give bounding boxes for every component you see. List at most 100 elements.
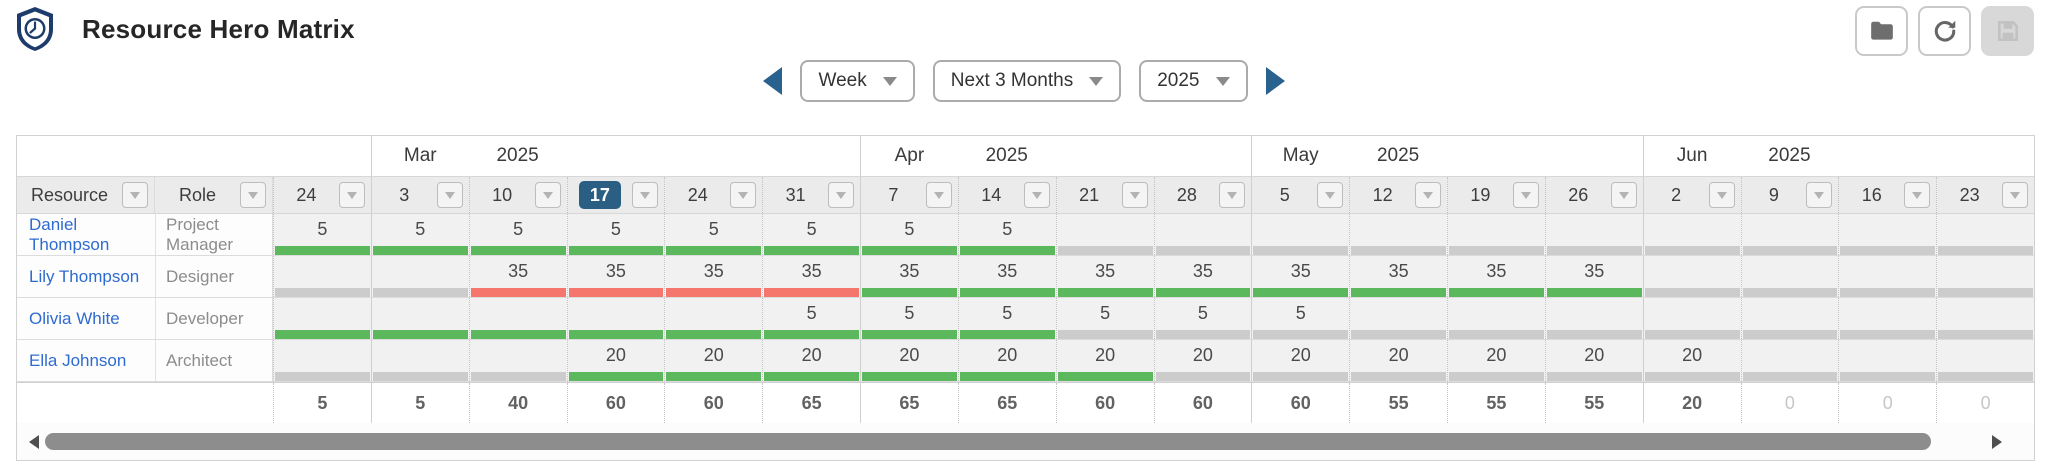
filter-button[interactable] — [730, 182, 757, 208]
allocation-cell[interactable] — [1838, 256, 1937, 297]
filter-button[interactable] — [338, 182, 365, 208]
filter-button[interactable] — [1415, 182, 1441, 208]
save-button[interactable] — [1981, 6, 2034, 56]
allocation-cell[interactable]: 5 — [860, 214, 958, 255]
allocation-cell[interactable]: 5 — [1251, 298, 1350, 339]
allocation-cell[interactable] — [1838, 340, 1937, 381]
open-folder-button[interactable] — [1855, 6, 1908, 56]
allocation-cell[interactable]: 20 — [1251, 340, 1350, 381]
allocation-cell[interactable] — [1838, 214, 1937, 255]
allocation-cell[interactable]: 20 — [664, 340, 763, 381]
resource-link[interactable]: Daniel Thompson — [29, 214, 110, 254]
allocation-cell[interactable]: 35 — [1349, 256, 1447, 297]
allocation-cell[interactable]: 5 — [1055, 298, 1154, 339]
allocation-cell[interactable] — [566, 298, 665, 339]
allocation-cell[interactable] — [273, 340, 371, 381]
resource-link[interactable]: Lily Thompson — [29, 266, 140, 286]
allocation-cell[interactable]: 5 — [273, 214, 371, 255]
filter-button[interactable] — [1219, 182, 1246, 208]
scroll-right-icon[interactable] — [1992, 435, 2002, 449]
allocation-cell[interactable]: 5 — [762, 214, 860, 255]
allocation-cell[interactable]: 5 — [957, 214, 1056, 255]
allocation-cell[interactable]: 35 — [860, 256, 958, 297]
allocation-cell[interactable]: 5 — [664, 214, 763, 255]
allocation-cell[interactable]: 35 — [1055, 256, 1154, 297]
filter-button[interactable] — [1023, 182, 1050, 208]
allocation-cell[interactable]: 20 — [566, 340, 665, 381]
allocation-cell[interactable]: 5 — [1153, 298, 1252, 339]
allocation-cell[interactable]: 20 — [860, 340, 958, 381]
previous-period-button[interactable] — [763, 67, 783, 95]
allocation-cell[interactable]: 5 — [468, 214, 567, 255]
allocation-cell[interactable] — [1642, 298, 1741, 339]
allocation-cell[interactable] — [1055, 214, 1154, 255]
allocation-cell[interactable]: 20 — [1447, 340, 1545, 381]
allocation-cell[interactable] — [1349, 298, 1447, 339]
allocation-cell[interactable]: 35 — [664, 256, 763, 297]
filter-button[interactable] — [1610, 182, 1637, 208]
resource-link[interactable]: Ella Johnson — [29, 350, 127, 370]
filter-button[interactable] — [534, 182, 561, 208]
allocation-cell[interactable]: 5 — [370, 214, 469, 255]
allocation-cell[interactable] — [370, 340, 469, 381]
allocation-cell[interactable]: 5 — [762, 298, 860, 339]
allocation-cell[interactable] — [1349, 214, 1447, 255]
allocation-cell[interactable]: 35 — [566, 256, 665, 297]
allocation-cell[interactable] — [664, 298, 763, 339]
allocation-cell[interactable] — [1936, 214, 2034, 255]
filter-button[interactable] — [122, 182, 148, 208]
allocation-cell[interactable] — [370, 298, 469, 339]
allocation-cell[interactable] — [1642, 256, 1741, 297]
allocation-cell[interactable] — [1838, 298, 1937, 339]
allocation-cell[interactable] — [273, 256, 371, 297]
allocation-cell[interactable] — [1544, 214, 1643, 255]
view-mode-select[interactable]: Week — [800, 60, 915, 102]
allocation-cell[interactable] — [1936, 298, 2034, 339]
scrollbar-thumb[interactable] — [45, 433, 1931, 450]
scroll-left-icon[interactable] — [29, 435, 39, 449]
allocation-cell[interactable] — [1447, 214, 1545, 255]
filter-button[interactable] — [2002, 182, 2028, 208]
allocation-cell[interactable]: 35 — [468, 256, 567, 297]
allocation-cell[interactable] — [273, 298, 371, 339]
allocation-cell[interactable] — [1544, 298, 1643, 339]
allocation-cell[interactable]: 35 — [1447, 256, 1545, 297]
allocation-cell[interactable]: 35 — [1251, 256, 1350, 297]
allocation-cell[interactable]: 35 — [1153, 256, 1252, 297]
filter-button[interactable] — [436, 182, 463, 208]
allocation-cell[interactable]: 20 — [1349, 340, 1447, 381]
allocation-cell[interactable]: 35 — [957, 256, 1056, 297]
filter-button[interactable] — [1708, 182, 1735, 208]
allocation-cell[interactable] — [468, 340, 567, 381]
resource-link[interactable]: Olivia White — [29, 308, 120, 328]
allocation-cell[interactable]: 20 — [762, 340, 860, 381]
filter-button[interactable] — [632, 182, 659, 208]
allocation-cell[interactable] — [1936, 256, 2034, 297]
filter-button[interactable] — [1121, 182, 1148, 208]
allocation-cell[interactable]: 20 — [1544, 340, 1643, 381]
allocation-cell[interactable] — [1740, 256, 1839, 297]
range-select[interactable]: Next 3 Months — [932, 60, 1122, 102]
refresh-button[interactable] — [1918, 6, 1971, 56]
allocation-cell[interactable]: 20 — [1642, 340, 1741, 381]
filter-button[interactable] — [1512, 182, 1539, 208]
filter-button[interactable] — [828, 182, 854, 208]
allocation-cell[interactable] — [1153, 214, 1252, 255]
allocation-cell[interactable] — [370, 256, 469, 297]
allocation-cell[interactable]: 35 — [1544, 256, 1643, 297]
allocation-cell[interactable]: 5 — [957, 298, 1056, 339]
allocation-cell[interactable]: 5 — [566, 214, 665, 255]
allocation-cell[interactable] — [1642, 214, 1741, 255]
next-period-button[interactable] — [1265, 67, 1285, 95]
allocation-cell[interactable]: 20 — [957, 340, 1056, 381]
allocation-cell[interactable] — [1251, 214, 1350, 255]
allocation-cell[interactable] — [1740, 214, 1839, 255]
allocation-cell[interactable] — [1740, 340, 1839, 381]
allocation-cell[interactable] — [1740, 298, 1839, 339]
filter-button[interactable] — [240, 182, 266, 208]
allocation-cell[interactable]: 35 — [762, 256, 860, 297]
allocation-cell[interactable]: 20 — [1153, 340, 1252, 381]
year-select[interactable]: 2025 — [1139, 60, 1248, 102]
filter-button[interactable] — [925, 182, 952, 208]
horizontal-scrollbar[interactable] — [17, 423, 2034, 460]
